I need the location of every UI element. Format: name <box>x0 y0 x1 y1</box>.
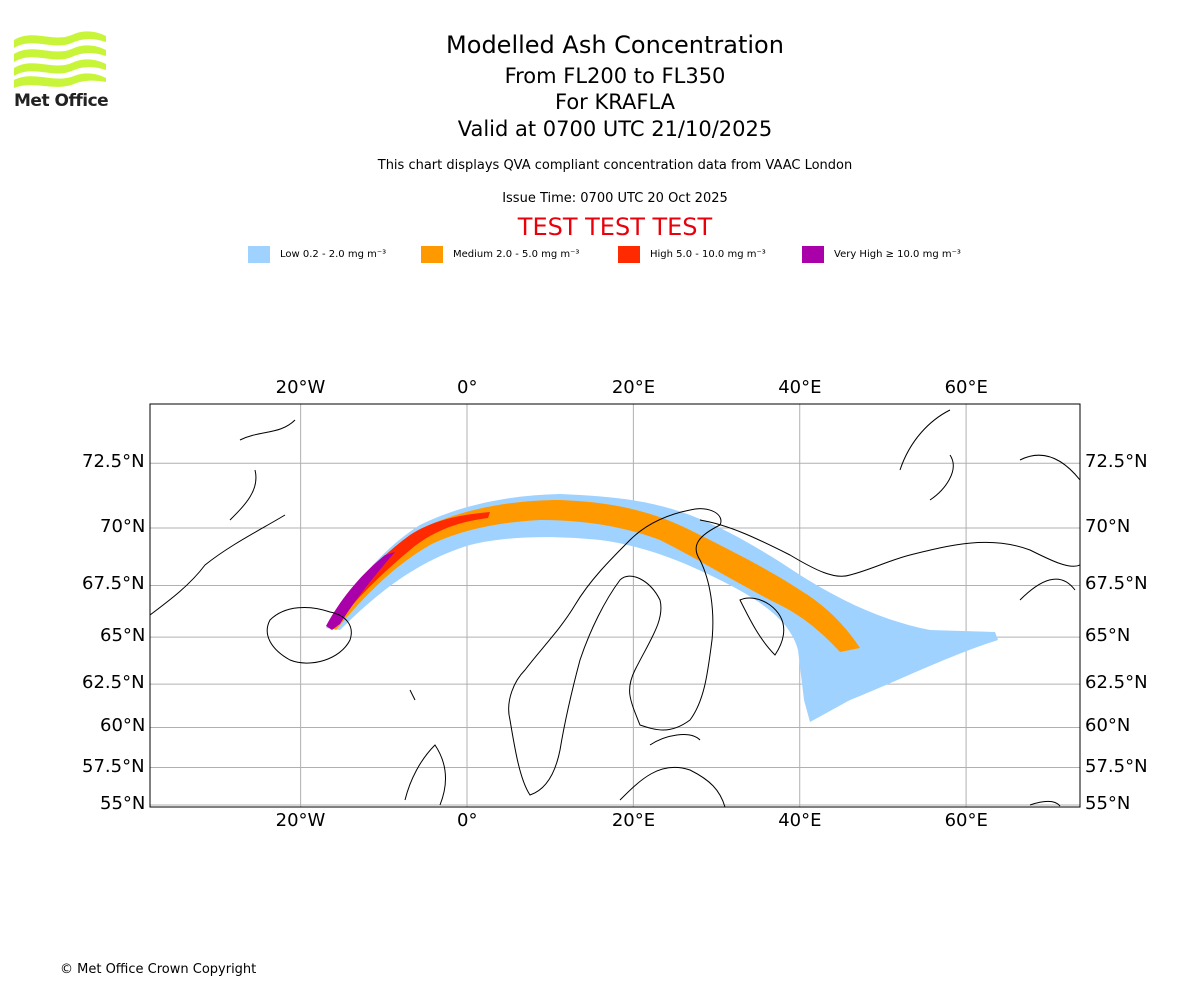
lat-tick-label-left: 67.5°N <box>82 573 145 595</box>
legend-high: High 5.0 - 10.0 mg m⁻³ <box>618 245 766 263</box>
lon-tick-label-top: 20°W <box>275 377 326 398</box>
ash-very-high-region <box>326 552 395 630</box>
lat-tick-label-right: 57.5°N <box>1085 755 1148 777</box>
lat-tick-label-right: 72.5°N <box>1085 451 1148 473</box>
lon-tick-label-top: 20°E <box>611 377 656 398</box>
map-frame <box>149 403 1081 808</box>
lat-tick-label-left: 57.5°N <box>82 755 145 777</box>
lon-tick-label-bottom: 0° <box>457 810 478 831</box>
valid-time: Valid at 0700 UTC 21/10/2025 <box>457 117 773 141</box>
legend-swatch <box>802 245 824 263</box>
lat-tick-label-left: 62.5°N <box>82 672 145 694</box>
lon-tick-label-bottom: 20°W <box>275 810 326 831</box>
gridlines <box>150 404 1080 807</box>
lon-tick-label-top: 40°E <box>778 377 822 398</box>
legend-label: Low 0.2 - 2.0 mg m⁻³ <box>280 248 387 260</box>
met-office-logo <box>14 30 106 92</box>
lon-tick-label-bottom: 20°E <box>611 810 656 831</box>
lat-tick-label-right: 70°N <box>1085 516 1131 537</box>
legend-medium: Medium 2.0 - 5.0 mg m⁻³ <box>421 245 579 263</box>
legend-label: Medium 2.0 - 5.0 mg m⁻³ <box>453 248 580 260</box>
lon-tick-label-bottom: 60°E <box>944 810 988 831</box>
test-banner: TEST TEST TEST <box>517 213 713 241</box>
lat-tick-label-left: 65°N <box>100 625 146 647</box>
ash-medium-region <box>328 500 860 652</box>
lon-tick-label-bottom: 40°E <box>778 810 822 831</box>
lat-tick-label-right: 60°N <box>1085 715 1131 737</box>
lon-tick-label-top: 0° <box>457 377 478 398</box>
lat-tick-label-right: 65°N <box>1085 625 1131 647</box>
legend-label: Very High ≥ 10.0 mg m⁻³ <box>834 248 961 260</box>
lon-tick-label-top: 60°E <box>944 377 988 398</box>
lat-tick-label-right: 55°N <box>1085 793 1131 814</box>
issue-time: Issue Time: 0700 UTC 20 Oct 2025 <box>502 191 728 206</box>
legend-low: Low 0.2 - 2.0 mg m⁻³ <box>248 245 386 263</box>
flight-levels: From FL200 to FL350 <box>504 64 726 88</box>
lat-tick-label-left: 60°N <box>100 715 146 737</box>
lat-tick-label-right: 67.5°N <box>1085 573 1148 595</box>
copyright: © Met Office Crown Copyright <box>60 962 257 977</box>
legend-very-high: Very High ≥ 10.0 mg m⁻³ <box>802 245 961 263</box>
legend-swatch <box>421 245 443 263</box>
legend-swatch <box>618 245 640 263</box>
chart-title: Modelled Ash Concentration <box>446 31 784 59</box>
lat-tick-label-left: 55°N <box>100 793 146 814</box>
logo-text: Met Office <box>14 91 109 111</box>
ash-low-region <box>326 494 998 722</box>
coastlines <box>150 409 1080 807</box>
legend-label: High 5.0 - 10.0 mg m⁻³ <box>650 248 766 260</box>
lat-tick-label-left: 70°N <box>100 516 146 537</box>
volcano-name: For KRAFLA <box>555 90 675 114</box>
lat-tick-label-right: 62.5°N <box>1085 672 1148 694</box>
subtitle: This chart displays QVA compliant concen… <box>377 158 853 173</box>
legend-swatch <box>248 245 270 263</box>
lat-tick-label-left: 72.5°N <box>82 451 145 473</box>
